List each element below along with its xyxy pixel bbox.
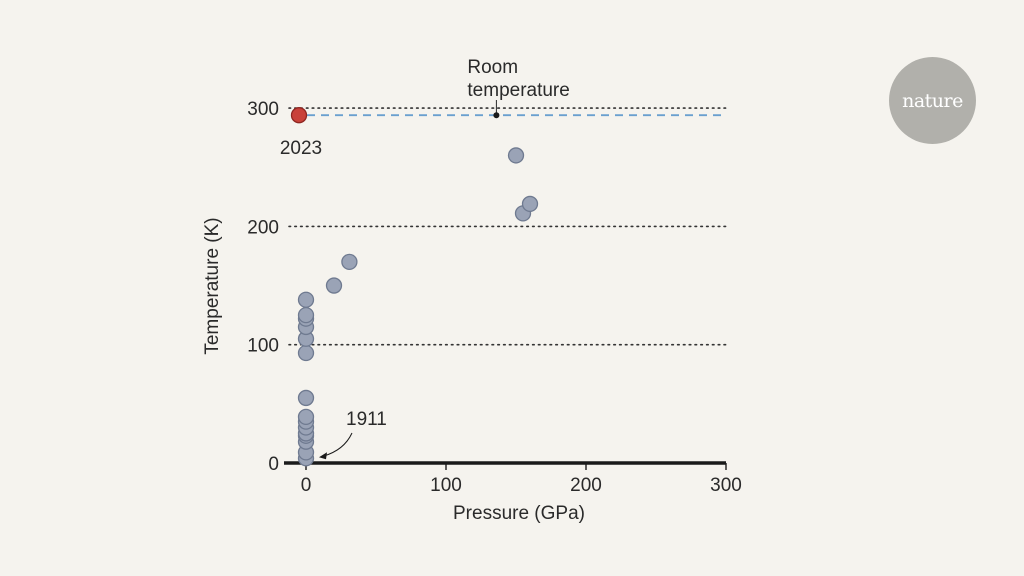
y-tick-label-0: 0 [268, 454, 279, 475]
data-point-9 [297, 344, 315, 362]
data-point-15 [325, 277, 343, 294]
annotations: 2023 1911 [280, 138, 387, 460]
room-temperature-label: Room temperature [467, 57, 569, 101]
nature-logo: nature [889, 57, 976, 144]
room-temperature-line: Room temperature [307, 57, 726, 119]
room-temperature-marker [493, 112, 500, 119]
arrow-1911 [322, 432, 353, 457]
logo-text: nature [902, 89, 963, 112]
gridlines [288, 107, 727, 346]
x-tick-label-0: 0 [301, 475, 312, 496]
x-tick-label-100: 100 [430, 475, 462, 496]
arrow-head-1911 [319, 452, 327, 460]
data-point-14 [297, 291, 315, 308]
data-point-8 [297, 389, 315, 407]
data-point-16 [341, 253, 358, 271]
points [290, 107, 539, 467]
y-tick-label-100: 100 [247, 336, 279, 357]
data-point-19 [521, 195, 539, 213]
y-axis-title: Temperature (K) [202, 217, 223, 354]
x-tick-label-300: 300 [710, 475, 742, 496]
x-axis-title: Pressure (GPa) [453, 503, 585, 524]
data-point-13 [297, 306, 315, 324]
label-2023: 2023 [280, 138, 322, 159]
data-point-2023 [290, 107, 308, 124]
data-point-7 [297, 408, 315, 426]
ticks: 0 100 200 300 0 100 200 300 [247, 99, 742, 496]
label-1911: 1911 [346, 409, 387, 430]
y-tick-label-300: 300 [247, 99, 279, 120]
y-tick-label-200: 200 [247, 217, 279, 238]
x-tick-label-200: 200 [570, 475, 602, 496]
data-point-17 [507, 147, 525, 164]
